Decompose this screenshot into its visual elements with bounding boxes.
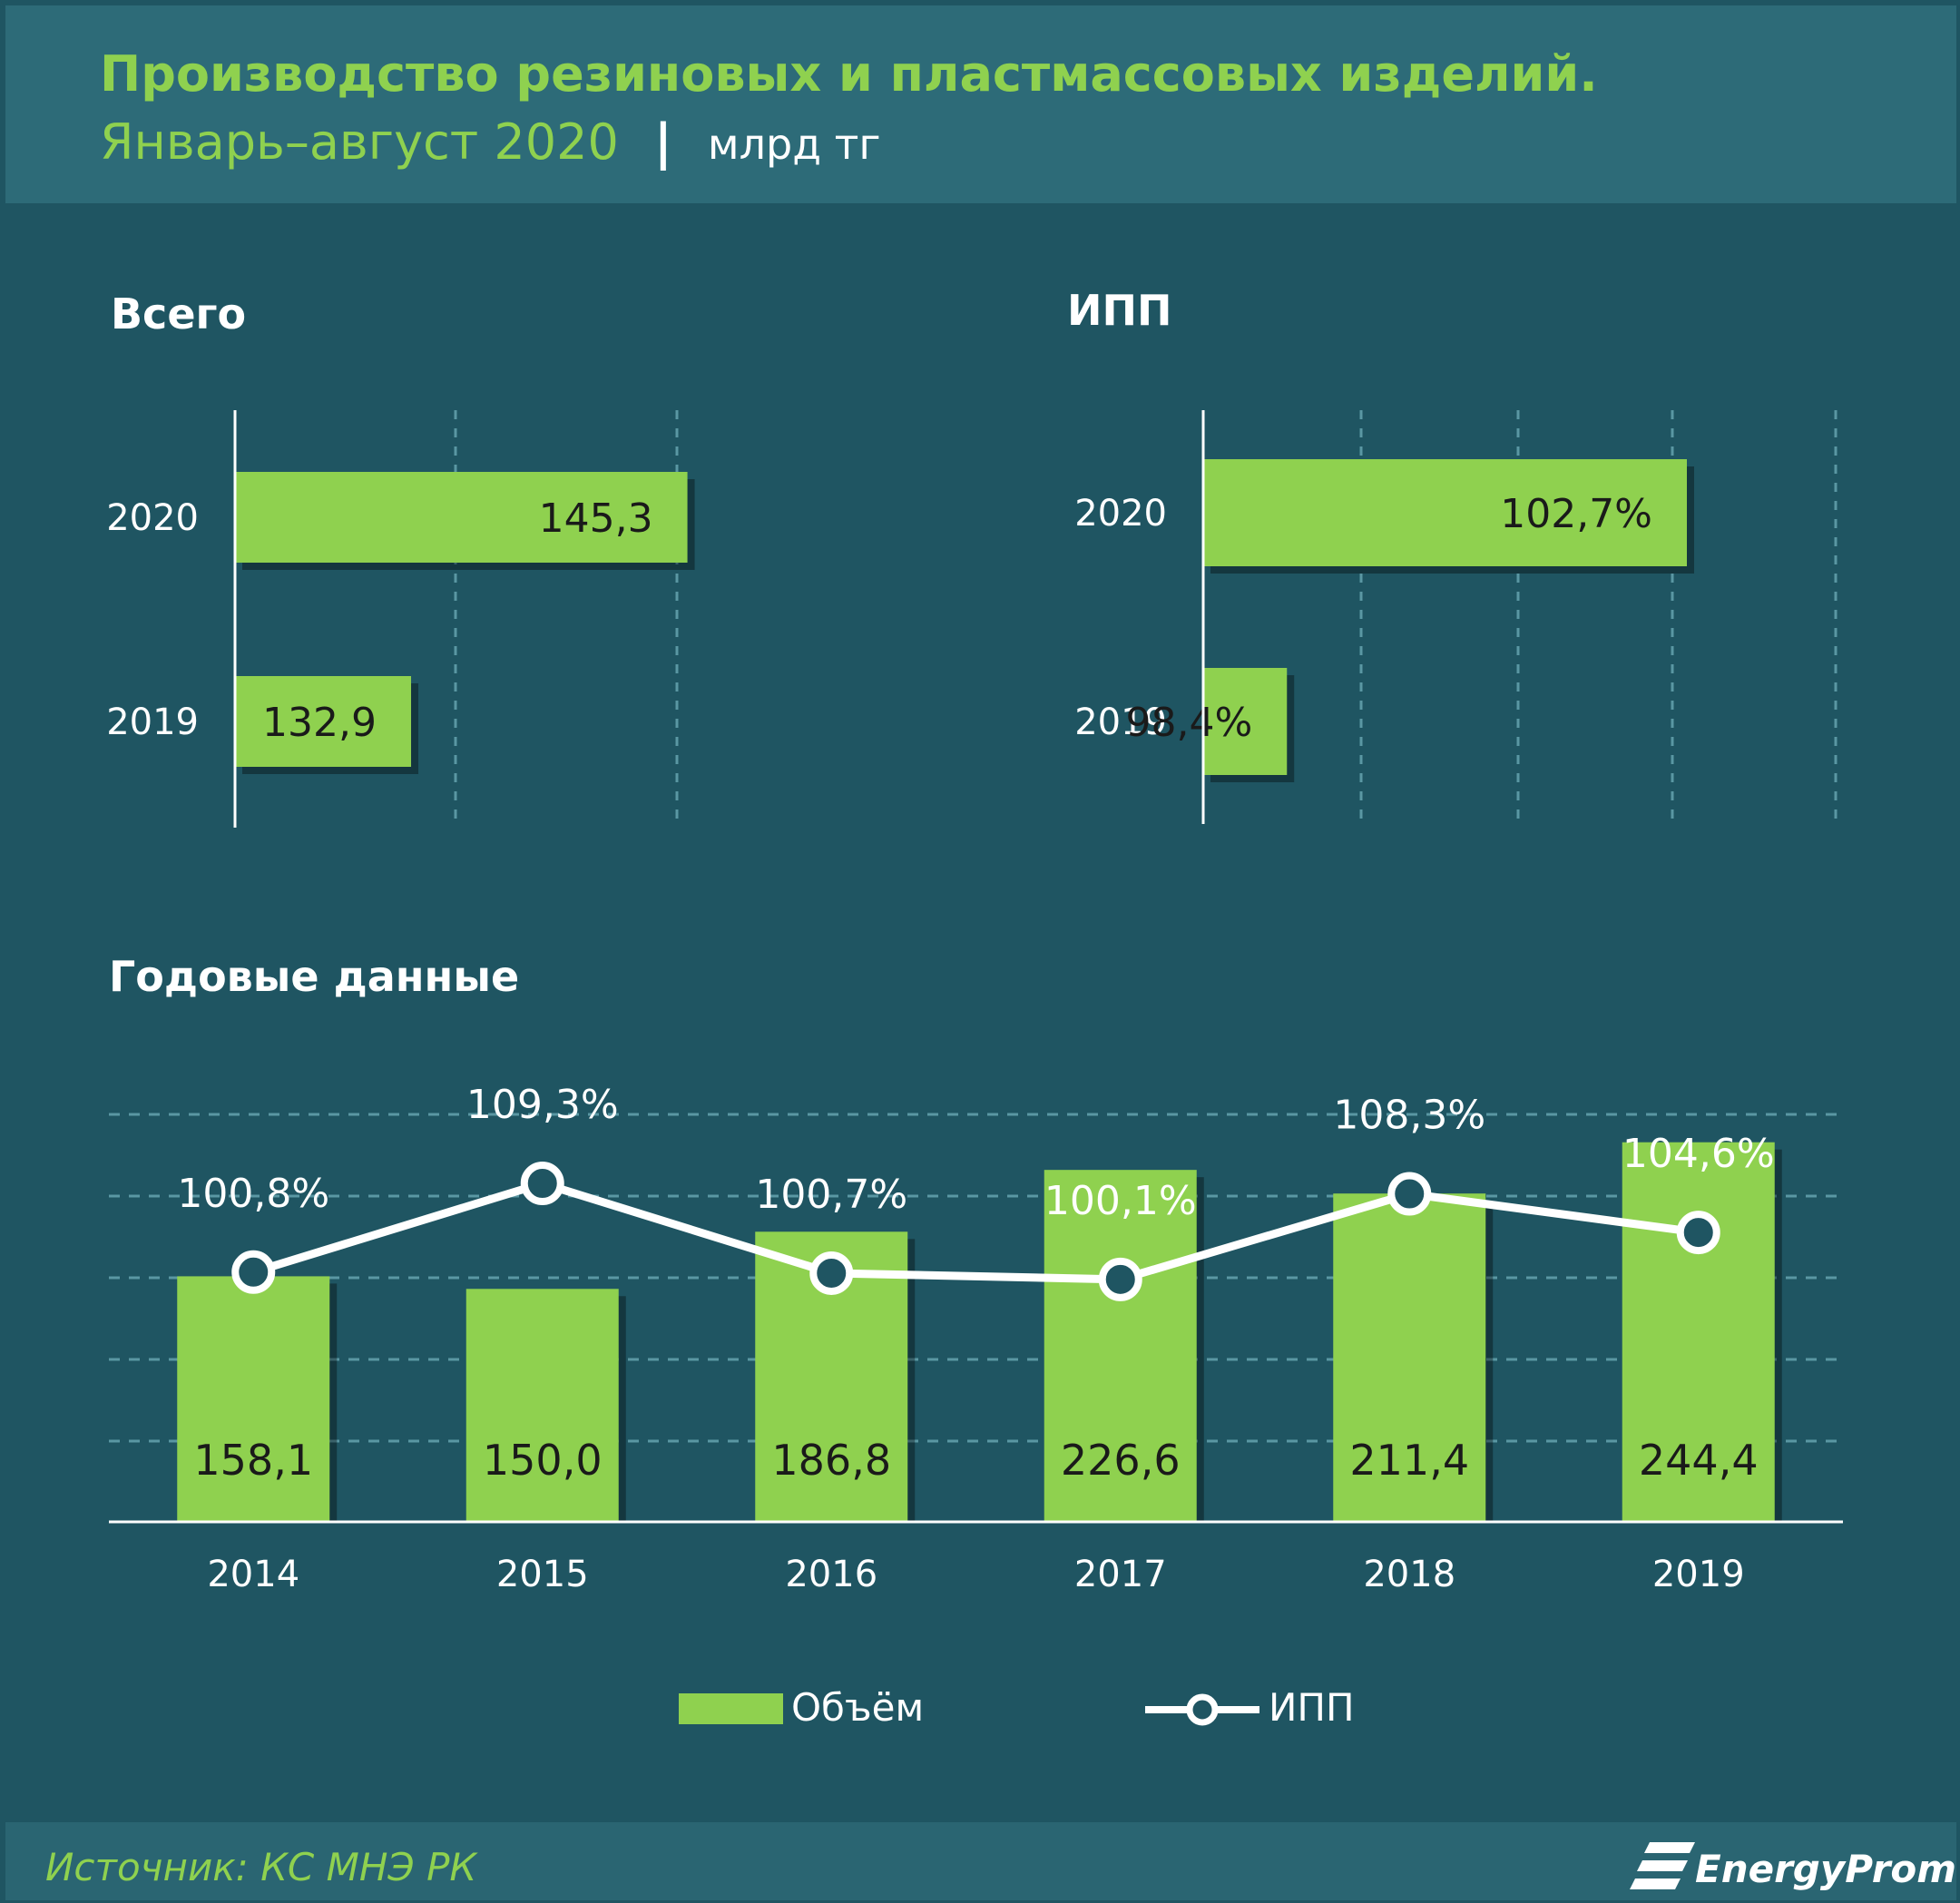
bar-value-label-2017: 226,6 bbox=[1061, 1436, 1181, 1485]
ipp-marker-2018 bbox=[1387, 1172, 1432, 1216]
bar-2019 bbox=[1622, 1142, 1775, 1522]
bar-2020 bbox=[1203, 459, 1687, 566]
bar-value-label-2019: 244,4 bbox=[1639, 1436, 1759, 1485]
bar-2014 bbox=[177, 1276, 330, 1522]
ipp-value-label-2018: 108,3% bbox=[1333, 1093, 1485, 1139]
x-tick-label-2015: 2015 bbox=[496, 1554, 589, 1595]
value-label-2020: 145,3 bbox=[539, 495, 653, 542]
x-tick-label-2018: 2018 bbox=[1363, 1554, 1455, 1595]
source-note: Источник: КС МНЭ РК bbox=[45, 1845, 478, 1889]
x-tick-label-2016: 2016 bbox=[785, 1554, 877, 1595]
legend-swatch-volume bbox=[679, 1693, 783, 1724]
ipp-marker-2014 bbox=[231, 1250, 276, 1294]
bar-2019 bbox=[235, 676, 412, 767]
panel-title-annual: Годовые данные bbox=[109, 952, 519, 1001]
ipp-marker-2016 bbox=[809, 1251, 854, 1295]
bar-value-label-2018: 211,4 bbox=[1349, 1436, 1469, 1485]
ipp-value-label-2014: 100,8% bbox=[177, 1171, 329, 1217]
category-label-2019: 2019 bbox=[106, 701, 199, 743]
ipp-value-label-2019: 104,6% bbox=[1622, 1131, 1775, 1177]
category-label-2019: 2019 bbox=[1074, 701, 1167, 743]
chart-annual: 158,1 2014 150,0 2015 186,8 2016 226,6 2017 211,… bbox=[109, 1082, 1843, 1595]
bar-value-label-2016: 186,8 bbox=[771, 1436, 891, 1485]
header-band bbox=[5, 5, 1956, 203]
brand-name: EnergyProm bbox=[1695, 1847, 1956, 1891]
category-label-2020: 2020 bbox=[106, 497, 199, 539]
value-label-2020: 102,7% bbox=[1500, 491, 1652, 537]
bar-2017 bbox=[1044, 1170, 1197, 1522]
legend-label-volume: Объём bbox=[791, 1685, 924, 1730]
value-label-2019: 132,9 bbox=[262, 700, 377, 746]
ipp-marker-2017 bbox=[1098, 1257, 1142, 1301]
bar-value-label-2015: 150,0 bbox=[483, 1436, 603, 1485]
ipp-value-label-2015: 109,3% bbox=[466, 1082, 619, 1128]
panel-title-ipp: ИПП bbox=[1067, 286, 1172, 335]
bar-value-label-2014: 158,1 bbox=[193, 1436, 313, 1485]
legend-label-ipp: ИПП bbox=[1269, 1685, 1355, 1730]
chart-title-line1: Производство резиновых и пластмассовых и… bbox=[100, 45, 1598, 103]
legend-marker-ipp bbox=[1186, 1693, 1219, 1726]
ipp-marker-2015 bbox=[520, 1162, 564, 1205]
brand-logo-icon bbox=[1630, 1842, 1695, 1889]
ipp-line bbox=[251, 1179, 1700, 1284]
ipp-value-label-2017: 100,1% bbox=[1044, 1178, 1197, 1224]
bar-2020 bbox=[235, 472, 688, 563]
bar-2018 bbox=[1333, 1193, 1486, 1522]
x-tick-label-2019: 2019 bbox=[1652, 1554, 1745, 1595]
value-label-2019: 98,4% bbox=[1125, 700, 1252, 746]
x-tick-label-2014: 2014 bbox=[207, 1554, 299, 1595]
title-separator: | bbox=[654, 113, 672, 171]
chart-total: 2020 145,3 2019 132,9 bbox=[106, 410, 695, 828]
panel-title-total: Всего bbox=[111, 289, 246, 338]
x-tick-label-2017: 2017 bbox=[1074, 1554, 1167, 1595]
category-label-2020: 2020 bbox=[1074, 493, 1167, 535]
ipp-value-label-2016: 100,7% bbox=[755, 1172, 907, 1218]
chart-title-line2: Январь–август 2020 | млрд тг bbox=[100, 113, 881, 171]
title-unit: млрд тг bbox=[708, 120, 881, 169]
ipp-marker-2019 bbox=[1676, 1211, 1720, 1255]
bar-2015 bbox=[466, 1289, 619, 1522]
bar-2019 bbox=[1203, 668, 1288, 775]
title-period: Январь–август 2020 bbox=[100, 113, 619, 171]
